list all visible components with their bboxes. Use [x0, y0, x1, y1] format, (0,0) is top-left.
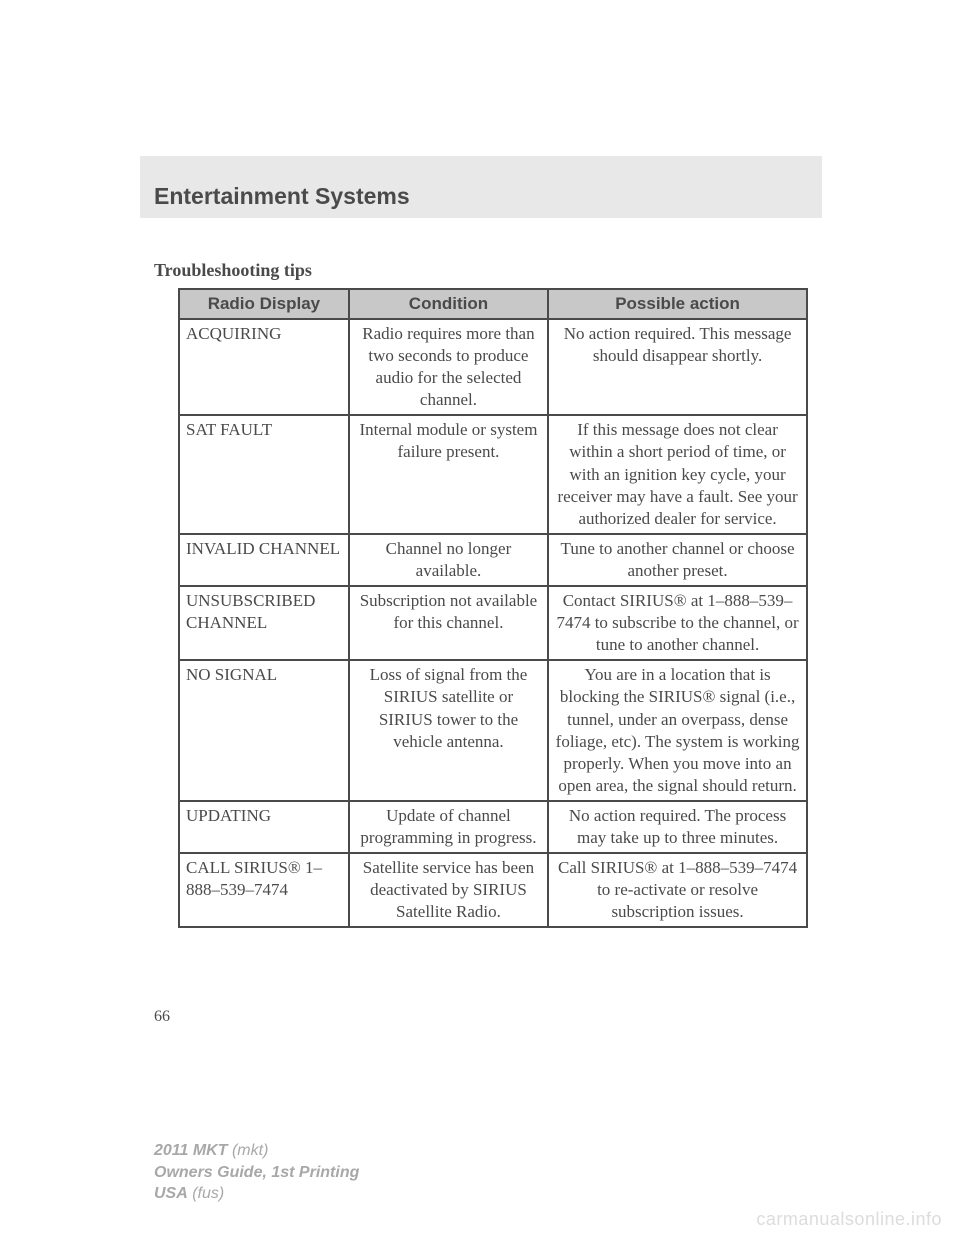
cell-display: ACQUIRING — [179, 319, 349, 415]
table-row: UNSUBSCRIBED CHANNEL Subscription not av… — [179, 586, 807, 660]
cell-condition: Subscription not available for this chan… — [349, 586, 548, 660]
table-row: NO SIGNAL Loss of signal from the SIRIUS… — [179, 660, 807, 801]
section-header-bar: Entertainment Systems — [140, 156, 822, 218]
cell-display: UPDATING — [179, 801, 349, 853]
footer-model: 2011 MKT — [154, 1142, 228, 1159]
footer-line-1: 2011 MKT (mkt) — [154, 1140, 359, 1162]
cell-action: You are in a location that is blocking t… — [548, 660, 807, 801]
footer-guide: Owners Guide, 1st Printing — [154, 1164, 359, 1181]
page-number: 66 — [154, 1008, 170, 1026]
footer-region-code: (fus) — [188, 1185, 224, 1202]
cell-display: NO SIGNAL — [179, 660, 349, 801]
footer-model-code: (mkt) — [228, 1142, 269, 1159]
footer-region: USA — [154, 1185, 188, 1202]
footer-block: 2011 MKT (mkt) Owners Guide, 1st Printin… — [154, 1140, 359, 1205]
footer-line-2: Owners Guide, 1st Printing — [154, 1162, 359, 1184]
cell-action: If this message does not clear within a … — [548, 415, 807, 533]
col-header-condition: Condition — [349, 289, 548, 319]
subheading: Troubleshooting tips — [154, 260, 312, 281]
footer-line-3: USA (fus) — [154, 1183, 359, 1205]
col-header-display: Radio Display — [179, 289, 349, 319]
cell-display: INVALID CHANNEL — [179, 534, 349, 586]
cell-display: SAT FAULT — [179, 415, 349, 533]
cell-display: UNSUBSCRIBED CHANNEL — [179, 586, 349, 660]
cell-condition: Loss of signal from the SIRIUS satellite… — [349, 660, 548, 801]
cell-condition: Channel no longer available. — [349, 534, 548, 586]
cell-condition: Update of channel programming in progres… — [349, 801, 548, 853]
section-title: Entertainment Systems — [154, 183, 410, 210]
cell-condition: Internal module or system failure presen… — [349, 415, 548, 533]
table-row: INVALID CHANNEL Channel no longer availa… — [179, 534, 807, 586]
table-row: UPDATING Update of channel programming i… — [179, 801, 807, 853]
cell-action: No action required. The process may take… — [548, 801, 807, 853]
cell-action: Contact SIRIUS® at 1–888–539–7474 to sub… — [548, 586, 807, 660]
manual-page: Entertainment Systems Troubleshooting ti… — [0, 0, 960, 1242]
watermark: carmanualsonline.info — [756, 1209, 942, 1230]
table-row: SAT FAULT Internal module or system fail… — [179, 415, 807, 533]
cell-condition: Radio requires more than two seconds to … — [349, 319, 548, 415]
table-row: ACQUIRING Radio requires more than two s… — [179, 319, 807, 415]
cell-action: Call SIRIUS® at 1–888–539–7474 to re-act… — [548, 853, 807, 927]
table-header-row: Radio Display Condition Possible action — [179, 289, 807, 319]
col-header-action: Possible action — [548, 289, 807, 319]
cell-condition: Satellite service has been deactivated b… — [349, 853, 548, 927]
cell-action: Tune to another channel or choose anothe… — [548, 534, 807, 586]
table-row: CALL SIRIUS® 1–888–539–7474 Satellite se… — [179, 853, 807, 927]
cell-display: CALL SIRIUS® 1–888–539–7474 — [179, 853, 349, 927]
troubleshooting-table: Radio Display Condition Possible action … — [178, 288, 808, 928]
cell-action: No action required. This message should … — [548, 319, 807, 415]
